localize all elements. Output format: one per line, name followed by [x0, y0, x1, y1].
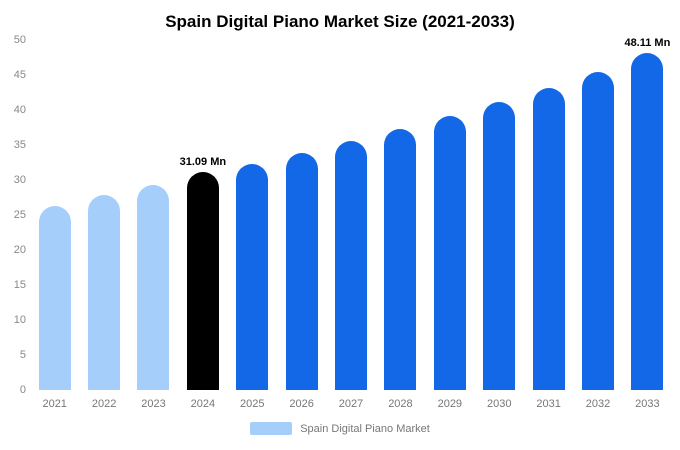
- y-axis-label: 15: [13, 279, 26, 291]
- y-axis-label: 40: [13, 104, 26, 116]
- x-axis-label: 2023: [141, 398, 166, 410]
- x-axis-label: 2033: [635, 398, 660, 410]
- bar-2032: [581, 71, 614, 390]
- bar-2025: [236, 163, 269, 390]
- bar-column: 48.11 Mn 2033: [623, 37, 672, 410]
- bar-2026: [285, 152, 318, 390]
- y-axis-label: 5: [19, 349, 26, 361]
- bar-2028: [384, 128, 417, 390]
- bar-column: 2023: [129, 40, 178, 410]
- bar-2021: [38, 205, 71, 390]
- bar-column: 2022: [79, 40, 128, 410]
- bar-2033: 48.11 Mn: [624, 37, 670, 390]
- bar-column: 2031: [524, 40, 573, 410]
- x-axis-label: 2021: [42, 398, 67, 410]
- x-axis-label: 2022: [91, 398, 117, 410]
- bar-2027: [335, 140, 368, 390]
- y-axis-label: 50: [13, 34, 26, 46]
- x-axis-label: 2024: [190, 398, 216, 410]
- y-axis-label: 25: [13, 209, 26, 221]
- bar-2029: [433, 115, 466, 390]
- bar-column: 2025: [228, 40, 277, 410]
- x-axis-label: 2026: [289, 398, 314, 410]
- x-axis-label: 2027: [338, 398, 364, 410]
- data-label: 31.09 Mn: [179, 156, 227, 169]
- y-axis-label: 35: [13, 139, 26, 151]
- bar-column: 2029: [425, 40, 474, 410]
- chart-title: Spain Digital Piano Market Size (2021-20…: [165, 12, 515, 31]
- bar-column: 2030: [475, 40, 524, 410]
- bar-column: 2026: [277, 40, 326, 410]
- bar-column: 2028: [376, 40, 425, 410]
- bar-2031: [532, 87, 565, 390]
- bar-2023: [137, 184, 170, 390]
- y-axis-label: 20: [13, 244, 26, 256]
- bar-column: 2021: [30, 40, 79, 410]
- x-axis-label: 2029: [437, 398, 463, 410]
- bar-2030: [483, 102, 516, 390]
- y-axis-label: 45: [13, 69, 26, 81]
- data-label: 48.11 Mn: [624, 37, 671, 50]
- x-axis-label: 2028: [388, 398, 413, 410]
- x-axis-label: 2031: [536, 398, 561, 410]
- legend-swatch: [250, 422, 293, 435]
- bar-column: 31.09 Mn 2024: [178, 40, 227, 410]
- bar-2022: [88, 194, 121, 390]
- bar-2024: 31.09 Mn: [180, 156, 226, 390]
- plot-area: 0 5 10 15 20 25 30 35 40 45 50 2021 2022 2023 31.09 M…: [0, 34, 680, 410]
- x-axis-label: 2032: [585, 398, 611, 410]
- bar-series: 2021 2022 2023 31.09 Mn 2024 2025 2026 2027 2028…: [30, 37, 672, 410]
- legend: Spain Digital Piano Market: [0, 422, 680, 435]
- y-axis: 0 5 10 15 20 25 30 35 40 45 50: [4, 34, 30, 396]
- legend-label: Spain Digital Piano Market: [300, 422, 430, 435]
- y-axis-label: 30: [13, 174, 26, 186]
- bar-column: 2032: [573, 40, 622, 410]
- x-axis-label: 2025: [240, 398, 265, 410]
- bar-column: 2027: [326, 40, 375, 410]
- x-axis-label: 2030: [486, 398, 512, 410]
- y-axis-label: 10: [13, 314, 26, 326]
- y-axis-label: 0: [19, 384, 26, 396]
